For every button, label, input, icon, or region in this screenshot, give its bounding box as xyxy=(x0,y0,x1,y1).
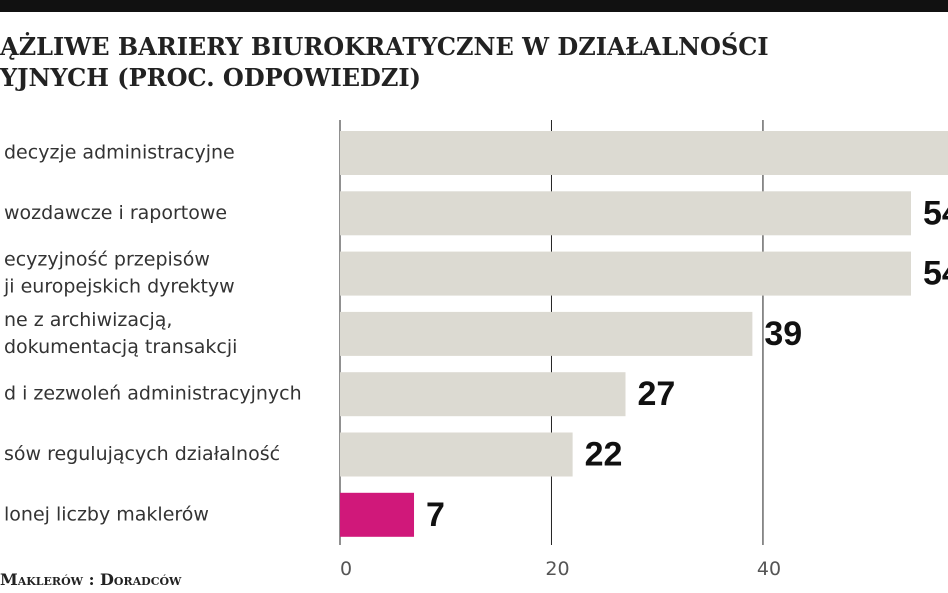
value-label: 7 xyxy=(426,496,445,534)
bar xyxy=(340,432,573,477)
category-label: ji europejskich dyrektyw xyxy=(3,276,235,298)
x-tick-label: 40 xyxy=(757,558,781,580)
value-label: 54 xyxy=(923,194,948,232)
bar xyxy=(340,311,753,356)
category-label: decyzje administracyjne xyxy=(4,142,235,164)
bar xyxy=(340,492,415,537)
value-label: 39 xyxy=(764,315,802,353)
category-label: ne z archiwizacją, xyxy=(4,309,172,331)
category-label: dokumentacją transakcji xyxy=(4,336,237,358)
chart-title: YJNYCH (PROC. ODPOWIEDZI) xyxy=(0,63,421,92)
bar xyxy=(340,191,911,236)
bars: 60decyzje administracyjne54wozdawcze i r… xyxy=(3,131,948,537)
bar xyxy=(340,131,948,175)
x-tick-label: 20 xyxy=(545,558,569,580)
bar xyxy=(340,372,626,417)
chart-title: ĄŻLIWE BARIERY BIUROKRATYCZNE W DZIAŁALN… xyxy=(0,32,769,61)
value-label: 54 xyxy=(923,255,948,293)
category-label: lonej liczby maklerów xyxy=(4,503,209,525)
category-label: sów regulujących działalność xyxy=(4,443,280,465)
top-band xyxy=(0,0,948,12)
value-label: 27 xyxy=(637,375,675,413)
category-label: wozdawcze i raportowe xyxy=(4,202,227,224)
source: Maklerów : Doradców xyxy=(0,570,182,589)
x-tick-label: 0 xyxy=(340,558,352,580)
category-label: d i zezwoleń administracyjnych xyxy=(4,383,302,405)
category-label: ecyzyjność przepisów xyxy=(4,249,210,271)
bar xyxy=(340,251,911,296)
value-label: 22 xyxy=(585,435,623,473)
